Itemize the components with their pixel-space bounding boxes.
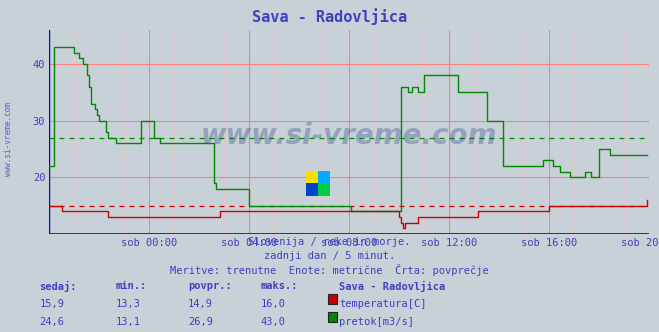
Text: 43,0: 43,0 [260, 317, 285, 327]
Bar [306, 183, 318, 196]
Text: povpr.:: povpr.: [188, 281, 231, 290]
Text: sedaj:: sedaj: [40, 281, 77, 291]
Text: 15,9: 15,9 [40, 299, 65, 309]
Text: Meritve: trenutne  Enote: metrične  Črta: povprečje: Meritve: trenutne Enote: metrične Črta: … [170, 264, 489, 276]
Text: 13,3: 13,3 [115, 299, 140, 309]
Text: min.:: min.: [115, 281, 146, 290]
Bar [306, 171, 318, 183]
Text: Sava - Radovljica: Sava - Radovljica [252, 8, 407, 25]
Text: pretok[m3/s]: pretok[m3/s] [339, 317, 415, 327]
Text: 26,9: 26,9 [188, 317, 213, 327]
Text: zadnji dan / 5 minut.: zadnji dan / 5 minut. [264, 251, 395, 261]
Text: 16,0: 16,0 [260, 299, 285, 309]
Text: Sava - Radovljica: Sava - Radovljica [339, 281, 445, 291]
Text: 24,6: 24,6 [40, 317, 65, 327]
Bar [318, 171, 330, 183]
Text: www.si-vreme.com: www.si-vreme.com [4, 103, 13, 176]
Bar [318, 183, 330, 196]
Text: 14,9: 14,9 [188, 299, 213, 309]
Text: www.si-vreme.com: www.si-vreme.com [201, 122, 498, 150]
Text: Slovenija / reke in morje.: Slovenija / reke in morje. [248, 237, 411, 247]
Text: 13,1: 13,1 [115, 317, 140, 327]
Text: temperatura[C]: temperatura[C] [339, 299, 427, 309]
Text: maks.:: maks.: [260, 281, 298, 290]
